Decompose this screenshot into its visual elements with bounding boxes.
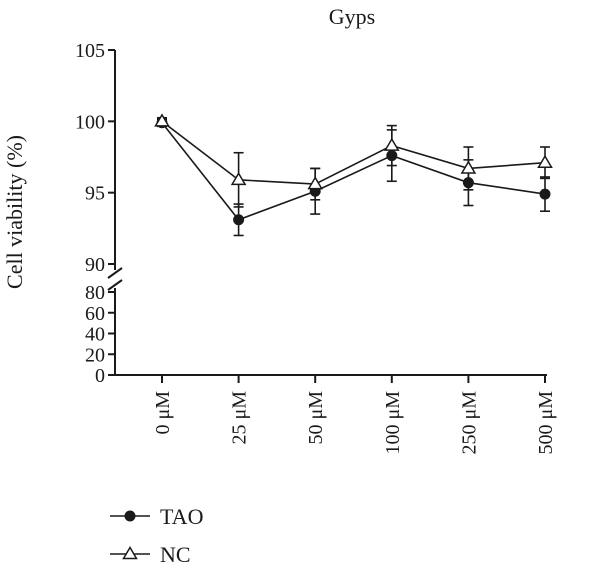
series-tao-line	[161, 122, 546, 221]
series-nc-line	[161, 120, 546, 185]
y-axis-label: Cell viability (%)	[2, 135, 27, 289]
y-tick-label: 95	[85, 183, 105, 205]
series-tao-point	[539, 188, 551, 200]
series-nc-point	[154, 113, 170, 127]
legend: TAO NC	[110, 504, 203, 567]
x-tick-label: 250 μM	[458, 391, 480, 455]
series-nc-point	[230, 171, 247, 186]
y-tick-label: 105	[75, 40, 105, 62]
legend-label: TAO	[160, 504, 203, 529]
series-tao-point	[233, 214, 245, 226]
x-tick-label: 500 μM	[535, 391, 557, 455]
x-tick-label: 25 μM	[229, 391, 251, 445]
legend-nc-point	[122, 546, 138, 560]
y-tick-label: 20	[85, 344, 105, 366]
y-tick-label: 100	[75, 111, 105, 133]
y-tick-label: 90	[85, 254, 105, 276]
y-tick-label: 80	[85, 282, 105, 304]
x-tick-label: 50 μM	[305, 391, 327, 445]
legend-item-nc: NC	[110, 542, 191, 567]
series-nc-point	[460, 160, 477, 174]
x-tick-label: 100 μM	[382, 391, 404, 455]
axes	[107, 50, 547, 376]
x-axis-ticks: 0 μM 25 μM 50 μM 100 μM 250 μM 500 μM	[152, 375, 557, 455]
y-tick-label: 60	[85, 303, 105, 325]
axis-break-mark	[107, 279, 123, 291]
series-nc-point	[307, 176, 324, 190]
legend-tao-point	[124, 510, 136, 522]
y-tick-label: 0	[95, 365, 105, 387]
series-layer	[154, 113, 553, 237]
series-tao	[156, 117, 551, 237]
y-tick-label: 40	[85, 324, 105, 346]
series-nc	[154, 113, 553, 208]
x-tick-label: 0 μM	[152, 391, 174, 435]
series-nc-point	[383, 137, 400, 151]
legend-label: NC	[160, 542, 191, 567]
series-nc-point	[537, 154, 553, 169]
axis-break-mark	[107, 267, 123, 279]
legend-item-tao: TAO	[110, 504, 203, 529]
chart-title: Gyps	[329, 4, 375, 29]
